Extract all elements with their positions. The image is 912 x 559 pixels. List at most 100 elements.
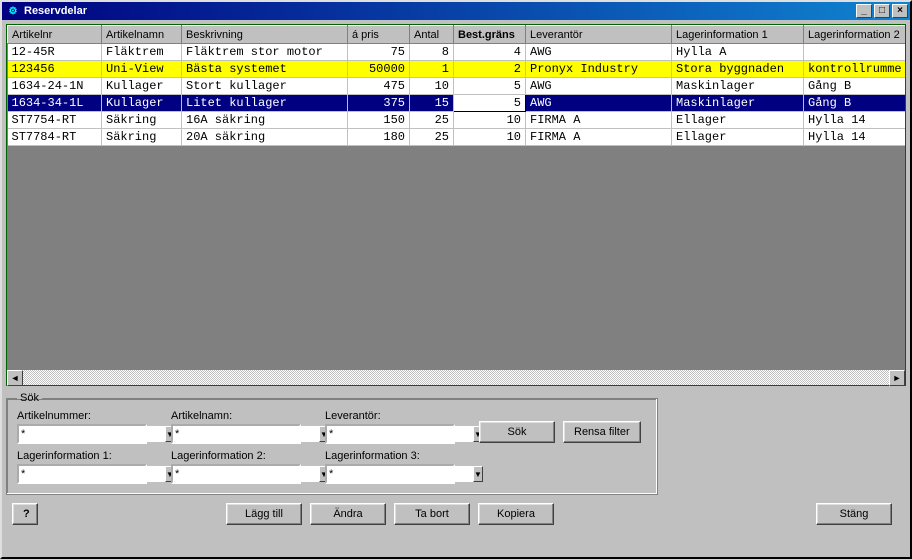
col-header[interactable]: Lagerinformation 1 (672, 26, 804, 44)
table-cell[interactable] (804, 44, 906, 61)
table-cell[interactable]: Fläktrem stor motor (182, 44, 348, 61)
app-icon: ⚙ (6, 4, 20, 18)
table-cell[interactable]: Stort kullager (182, 78, 348, 95)
table-cell[interactable]: 180 (348, 129, 410, 146)
search-combo[interactable]: ▼ (17, 464, 147, 484)
clear-filter-button[interactable]: Rensa filter (563, 421, 641, 443)
search-combo[interactable]: ▼ (171, 424, 301, 444)
minimize-button[interactable]: _ (856, 4, 872, 18)
search-input[interactable] (327, 426, 473, 442)
table-cell[interactable]: 15 (410, 95, 454, 112)
table-cell[interactable]: 5 (454, 95, 526, 112)
table-cell[interactable]: Fläktrem (102, 44, 182, 61)
table-row[interactable]: 1634-34-1LKullagerLitet kullager375155AW… (8, 95, 906, 112)
table-cell[interactable]: 10 (454, 129, 526, 146)
table-cell[interactable]: AWG (526, 78, 672, 95)
table-cell[interactable]: ST7754-RT (8, 112, 102, 129)
scroll-right-button[interactable]: ► (889, 370, 905, 386)
table-cell[interactable]: 150 (348, 112, 410, 129)
edit-button[interactable]: Ändra (310, 503, 386, 525)
col-header[interactable]: Artikelnr (8, 26, 102, 44)
add-button[interactable]: Lägg till (226, 503, 302, 525)
table-row[interactable]: 12-45RFläktremFläktrem stor motor7584AWG… (8, 44, 906, 61)
h-scrollbar[interactable]: ◄ ► (7, 369, 905, 385)
table-cell[interactable]: 123456 (8, 61, 102, 78)
table-cell[interactable]: Hylla A (672, 44, 804, 61)
table-cell[interactable]: Säkring (102, 112, 182, 129)
chevron-down-icon[interactable]: ▼ (473, 466, 483, 482)
table-cell[interactable]: 25 (410, 112, 454, 129)
col-header[interactable]: Best.gräns (454, 26, 526, 44)
table-cell[interactable]: FIRMA A (526, 112, 672, 129)
table-cell[interactable]: Litet kullager (182, 95, 348, 112)
table-cell[interactable]: ST7784-RT (8, 129, 102, 146)
table-cell[interactable]: Stora byggnaden (672, 61, 804, 78)
search-combo[interactable]: ▼ (325, 464, 455, 484)
table-row[interactable]: ST7754-RTSäkring16A säkring1502510FIRMA … (8, 112, 906, 129)
maximize-button[interactable]: □ (874, 4, 890, 18)
table-cell[interactable]: Hylla 14 (804, 112, 906, 129)
help-button[interactable]: ? (12, 503, 38, 525)
table-cell[interactable]: 1634-34-1L (8, 95, 102, 112)
titlebar[interactable]: ⚙ Reservdelar _ □ × (2, 2, 910, 20)
table-cell[interactable]: 1634-24-1N (8, 78, 102, 95)
table-cell[interactable]: 475 (348, 78, 410, 95)
table-cell[interactable]: 2 (454, 61, 526, 78)
close-window-button[interactable]: Stäng (816, 503, 892, 525)
close-button[interactable]: × (892, 4, 908, 18)
table-row[interactable]: 123456Uni-ViewBästa systemet5000012Prony… (8, 61, 906, 78)
table-cell[interactable]: 16A säkring (182, 112, 348, 129)
table-cell[interactable]: Kullager (102, 95, 182, 112)
grid-table[interactable]: ArtikelnrArtikelnamnBeskrivningá prisAnt… (7, 25, 905, 146)
table-cell[interactable]: kontrollrumme (804, 61, 906, 78)
table-cell[interactable]: Uni-View (102, 61, 182, 78)
col-header[interactable]: Artikelnamn (102, 26, 182, 44)
scroll-track[interactable] (23, 370, 889, 385)
table-cell[interactable]: 8 (410, 44, 454, 61)
col-header[interactable]: á pris (348, 26, 410, 44)
table-cell[interactable]: Hylla 14 (804, 129, 906, 146)
search-button[interactable]: Sök (479, 421, 555, 443)
search-combo[interactable]: ▼ (325, 424, 455, 444)
copy-button[interactable]: Kopiera (478, 503, 554, 525)
col-header[interactable]: Lagerinformation 2 (804, 26, 906, 44)
col-header[interactable]: Leverantör (526, 26, 672, 44)
table-cell[interactable]: Pronyx Industry (526, 61, 672, 78)
table-cell[interactable]: 1 (410, 61, 454, 78)
table-cell[interactable]: 5 (454, 78, 526, 95)
col-header[interactable]: Beskrivning (182, 26, 348, 44)
table-cell[interactable]: Gång B (804, 95, 906, 112)
table-cell[interactable]: FIRMA A (526, 129, 672, 146)
table-cell[interactable]: Bästa systemet (182, 61, 348, 78)
table-cell[interactable]: Säkring (102, 129, 182, 146)
table-cell[interactable]: Maskinlager (672, 78, 804, 95)
table-cell[interactable]: Kullager (102, 78, 182, 95)
table-cell[interactable]: Ellager (672, 129, 804, 146)
table-cell[interactable]: 25 (410, 129, 454, 146)
table-cell[interactable]: 4 (454, 44, 526, 61)
search-combo[interactable]: ▼ (17, 424, 147, 444)
table-cell[interactable]: Ellager (672, 112, 804, 129)
table-cell[interactable]: 50000 (348, 61, 410, 78)
table-cell[interactable]: 20A säkring (182, 129, 348, 146)
delete-button[interactable]: Ta bort (394, 503, 470, 525)
table-cell[interactable]: 10 (410, 78, 454, 95)
table-cell[interactable]: 375 (348, 95, 410, 112)
search-input[interactable] (173, 426, 319, 442)
table-cell[interactable]: 10 (454, 112, 526, 129)
search-input[interactable] (19, 426, 165, 442)
search-input[interactable] (19, 466, 165, 482)
table-cell[interactable]: AWG (526, 95, 672, 112)
table-cell[interactable]: 12-45R (8, 44, 102, 61)
search-input[interactable] (327, 466, 473, 482)
table-cell[interactable]: 75 (348, 44, 410, 61)
scroll-left-button[interactable]: ◄ (7, 370, 23, 386)
search-input[interactable] (173, 466, 319, 482)
col-header[interactable]: Antal (410, 26, 454, 44)
table-cell[interactable]: Maskinlager (672, 95, 804, 112)
table-cell[interactable]: AWG (526, 44, 672, 61)
table-row[interactable]: ST7784-RTSäkring20A säkring1802510FIRMA … (8, 129, 906, 146)
table-row[interactable]: 1634-24-1NKullagerStort kullager475105AW… (8, 78, 906, 95)
table-cell[interactable]: Gång B (804, 78, 906, 95)
search-combo[interactable]: ▼ (171, 464, 301, 484)
